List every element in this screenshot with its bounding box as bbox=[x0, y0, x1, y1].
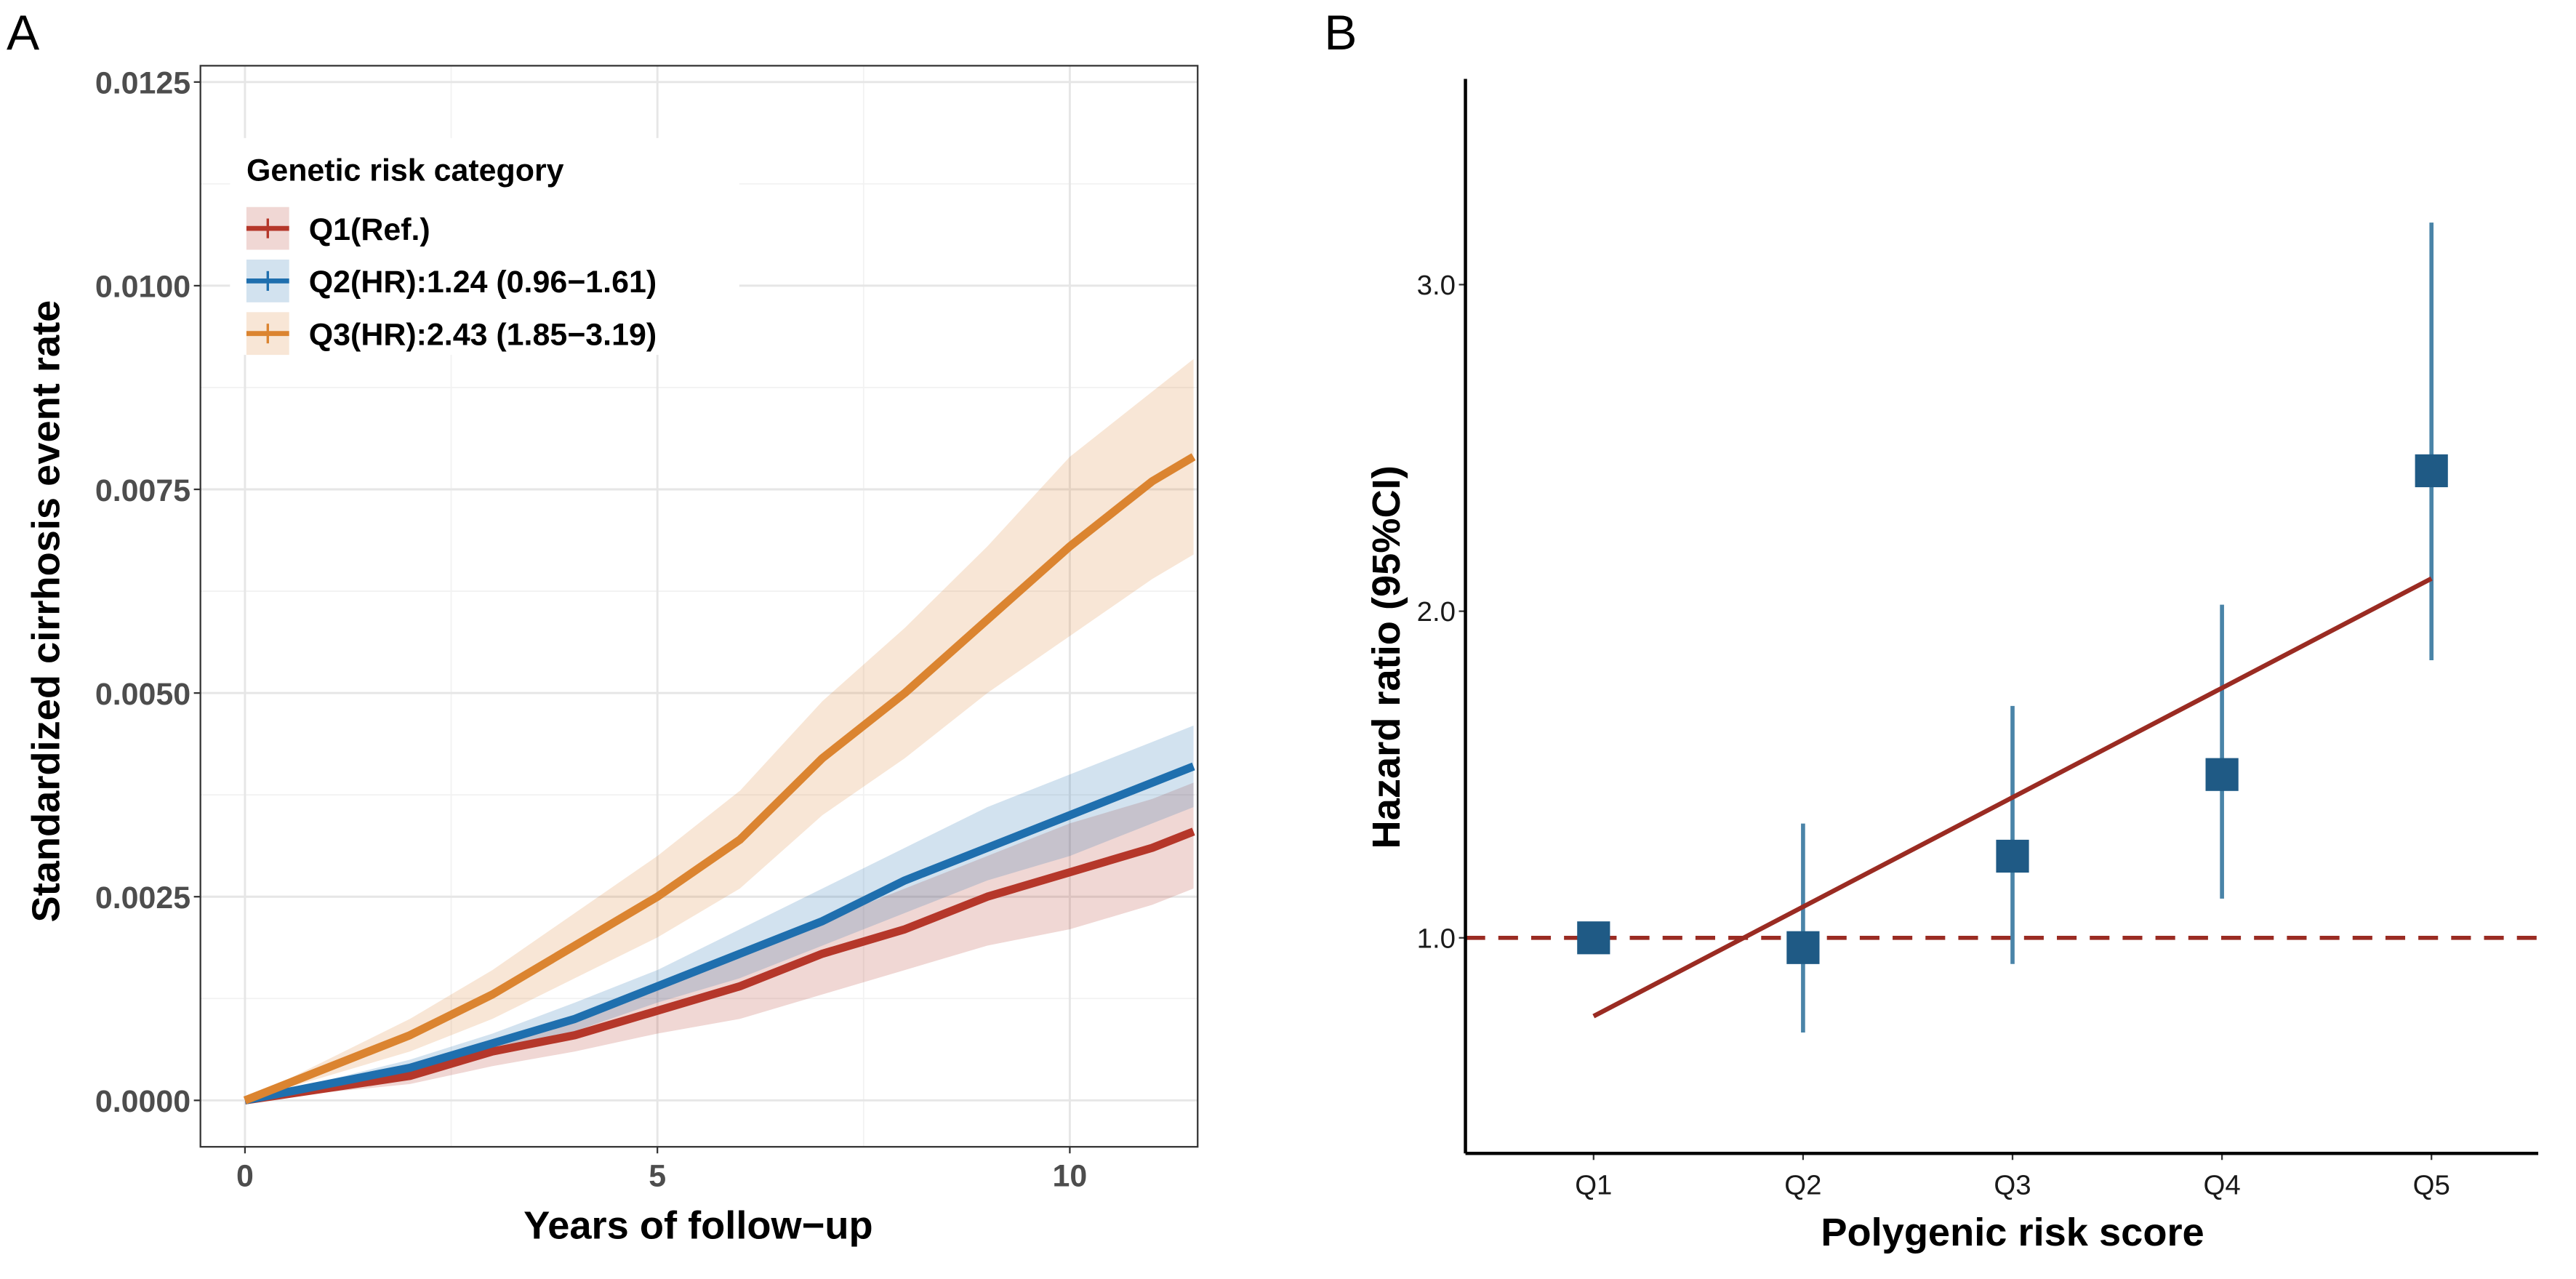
point-q5 bbox=[2415, 454, 2448, 488]
legend: Q1(Ref.) Q2(HR):1.24 (0.96−1.61) Q3(HR):2.… bbox=[246, 207, 657, 356]
legend-label: Q1(Ref.) bbox=[309, 212, 430, 247]
series-line-q2 bbox=[244, 762, 1195, 1104]
panel-a-x-title: Years of follow−up bbox=[523, 1204, 873, 1248]
x-tick-label: Q4 bbox=[2203, 1170, 2240, 1201]
figure-content: A B 0.0000 0.0025 0.0050 0.0075 0.0100 0.0125… bbox=[7, 6, 2539, 1254]
x-tick-label: 0 bbox=[236, 1158, 254, 1193]
y-tick-label: 1.0 bbox=[1417, 923, 1456, 954]
legend-background bbox=[230, 137, 739, 356]
y-tick-label: 3.0 bbox=[1417, 270, 1456, 301]
legend-label: Q2(HR):1.24 (0.96−1.61) bbox=[309, 265, 657, 300]
y-tick-label: 0.0125 bbox=[95, 66, 190, 101]
legend-title: Genetic risk category bbox=[246, 153, 564, 188]
point-q2 bbox=[1786, 931, 1820, 964]
point-q3 bbox=[1996, 839, 2029, 873]
plot-border bbox=[199, 65, 1199, 1148]
x-tick-label: 5 bbox=[649, 1158, 666, 1193]
legend-label: Q3(HR):2.43 (1.85−3.19) bbox=[309, 318, 657, 353]
x-tick-label: Q1 bbox=[1575, 1170, 1612, 1201]
confidence-band-q2 bbox=[244, 725, 1194, 1101]
x-tick-label: 10 bbox=[1053, 1158, 1088, 1193]
panel-label-a: A bbox=[7, 6, 40, 60]
point-q4 bbox=[2205, 758, 2239, 791]
panel-label-b: B bbox=[1324, 6, 1357, 60]
y-tick-label: 0.0050 bbox=[95, 677, 190, 712]
panel-b-x-title: Polygenic risk score bbox=[1821, 1211, 2204, 1254]
y-tick-label: 0.0000 bbox=[95, 1084, 190, 1119]
series-line-q1 bbox=[244, 827, 1195, 1104]
panel-a-y-title: Standardized cirrhosis event rate bbox=[24, 300, 68, 923]
y-tick-label: 0.0100 bbox=[95, 270, 190, 305]
x-tick-label: Q2 bbox=[1784, 1170, 1821, 1201]
confidence-band-q1 bbox=[244, 782, 1194, 1101]
x-tick-label: Q5 bbox=[2413, 1170, 2450, 1201]
point-q1 bbox=[1577, 921, 1610, 955]
panel-b-y-title: Hazard ratio (95%CI) bbox=[1365, 465, 1408, 849]
y-tick-label: 0.0025 bbox=[95, 881, 190, 915]
trend-line bbox=[1592, 576, 2433, 1019]
panel-b: 1.0 2.0 3.0 Q1 Q2 Q3 Q4 Q5 bbox=[1417, 79, 2539, 1201]
x-tick-label: Q3 bbox=[1994, 1170, 2031, 1201]
y-tick-label: 0.0075 bbox=[95, 473, 190, 508]
y-tick-label: 2.0 bbox=[1417, 596, 1456, 628]
series-line-q3 bbox=[243, 453, 1196, 1104]
